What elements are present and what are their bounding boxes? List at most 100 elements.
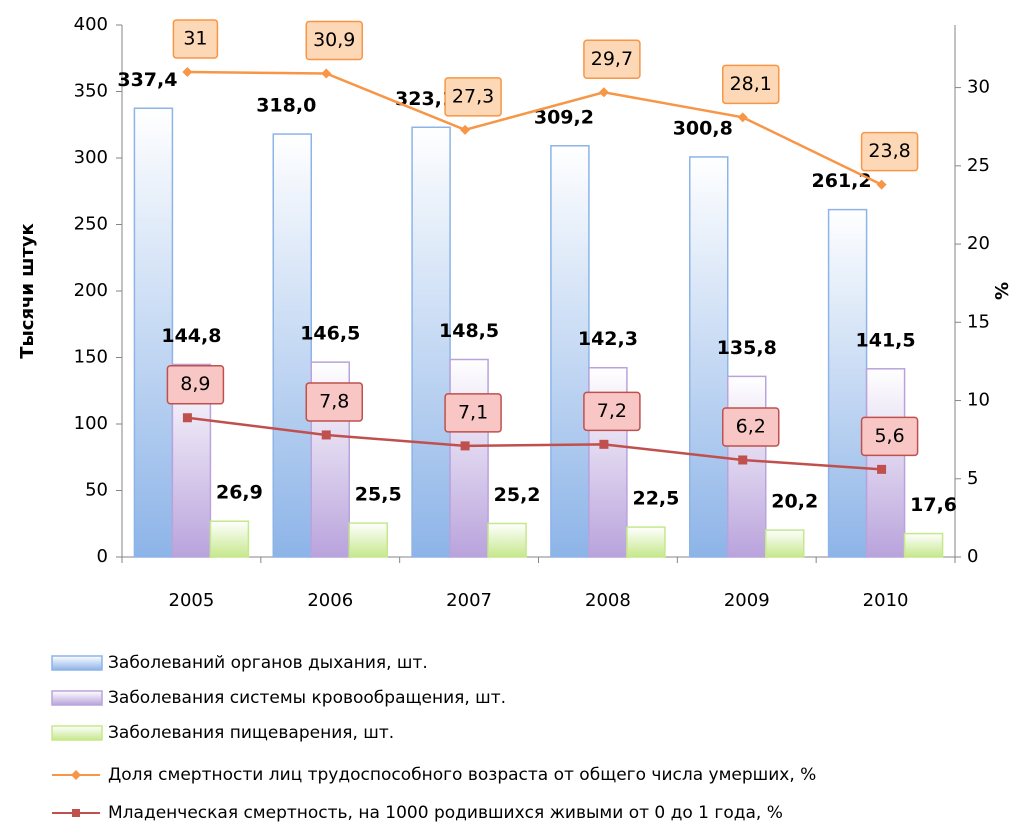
y2-tick-label: 20 [967, 233, 990, 254]
legend-marker [71, 770, 81, 780]
value-label: 309,2 [534, 106, 594, 128]
label-box [444, 393, 502, 433]
marker [460, 124, 471, 135]
bar [727, 375, 767, 558]
marker [321, 430, 331, 440]
value-label: 27,3 [452, 85, 494, 107]
value-label: 323,1 [395, 88, 455, 110]
value-label: 148,5 [439, 320, 499, 342]
marker [599, 439, 609, 449]
label-box [583, 39, 641, 80]
legend-swatch [51, 725, 103, 741]
marker [182, 413, 192, 423]
x-tick-label: 2010 [863, 590, 909, 611]
marker [460, 441, 470, 451]
y-tick-label: 50 [85, 480, 108, 501]
value-label: 135,8 [717, 337, 777, 359]
y-tick-label: 400 [74, 14, 108, 35]
value-label: 31 [183, 27, 207, 49]
value-label: 7,2 [597, 400, 627, 422]
y-tick-label: 350 [74, 81, 108, 102]
label-box [722, 407, 780, 447]
value-label: 337,4 [117, 69, 177, 91]
line [187, 416, 882, 471]
value-label: 20,2 [771, 491, 818, 513]
line [187, 70, 883, 186]
legend-label: Заболевания системы кровообращения, шт. [108, 688, 506, 708]
label-box [444, 77, 502, 117]
value-label: 25,2 [494, 484, 541, 506]
bar [903, 532, 944, 558]
y2-tick-label: 15 [967, 311, 990, 332]
bar [272, 133, 312, 558]
y-tick-label: 0 [97, 546, 108, 567]
label-box [166, 364, 225, 405]
y2-tick-label: 10 [967, 390, 990, 411]
value-label: 261,2 [812, 170, 872, 192]
legend-label: Младенческая смертность, на 1000 родивши… [108, 803, 783, 823]
y2-tick-label: 0 [967, 546, 978, 567]
marker [737, 112, 748, 123]
bar [449, 358, 489, 558]
y-tick-label: 300 [74, 147, 108, 168]
y2-tick-label: 30 [967, 77, 990, 98]
bar [348, 522, 388, 558]
value-label: 25,5 [355, 484, 402, 506]
bar [865, 368, 906, 558]
marker [877, 464, 887, 474]
marker [876, 179, 887, 190]
value-label: 8,9 [180, 373, 210, 395]
y2-tick-label: 5 [967, 468, 978, 489]
y-tick-label: 200 [74, 280, 108, 301]
value-label: 6,2 [736, 415, 766, 437]
value-label: 29,7 [591, 48, 633, 70]
y-tick-label: 150 [74, 347, 108, 368]
legend-label: Заболевания пищеварения, шт. [108, 723, 394, 743]
x-tick-label: 2007 [446, 590, 492, 611]
value-label: 28,1 [730, 73, 772, 95]
marker [182, 66, 193, 77]
y2-tick-label: 25 [967, 155, 990, 176]
legend-swatch [51, 655, 103, 671]
value-label: 23,8 [868, 140, 910, 162]
legend-label: Доля смертности лиц трудоспособного возр… [108, 765, 816, 785]
legend-marker [72, 809, 80, 817]
label-box [305, 20, 363, 61]
value-label: 17,6 [910, 494, 957, 516]
value-label: 7,8 [319, 390, 349, 412]
legend-swatch [51, 690, 103, 706]
y2-axis-label: % [992, 282, 1013, 300]
label-box [172, 19, 219, 59]
value-label: 300,8 [673, 117, 733, 139]
value-label: 146,5 [300, 323, 360, 345]
marker [738, 455, 748, 465]
label-box [860, 416, 919, 457]
marker [321, 68, 332, 79]
value-label: 142,3 [578, 328, 638, 350]
x-tick-label: 2006 [307, 590, 353, 611]
label-box [860, 131, 919, 172]
value-label: 30,9 [313, 29, 355, 51]
bar [689, 156, 729, 558]
bar [487, 522, 527, 558]
bar [765, 529, 805, 558]
y-tick-label: 100 [74, 413, 108, 434]
value-label: 7,1 [458, 401, 488, 423]
legend-label: Заболеваний органов дыхания, шт. [108, 653, 428, 673]
bar [550, 145, 590, 558]
bar [411, 126, 451, 558]
bar [626, 526, 666, 558]
value-label: 5,6 [874, 425, 904, 447]
value-label: 22,5 [632, 488, 679, 510]
y-tick-label: 250 [74, 214, 108, 235]
x-tick-label: 2008 [585, 590, 631, 611]
value-label: 141,5 [856, 329, 916, 351]
marker [598, 87, 609, 98]
x-tick-label: 2009 [724, 590, 770, 611]
label-box [583, 391, 641, 432]
y-axis-label: Тысячи штук [17, 223, 38, 359]
bar [133, 107, 174, 558]
value-label: 26,9 [216, 482, 263, 504]
value-label: 144,8 [161, 325, 221, 347]
